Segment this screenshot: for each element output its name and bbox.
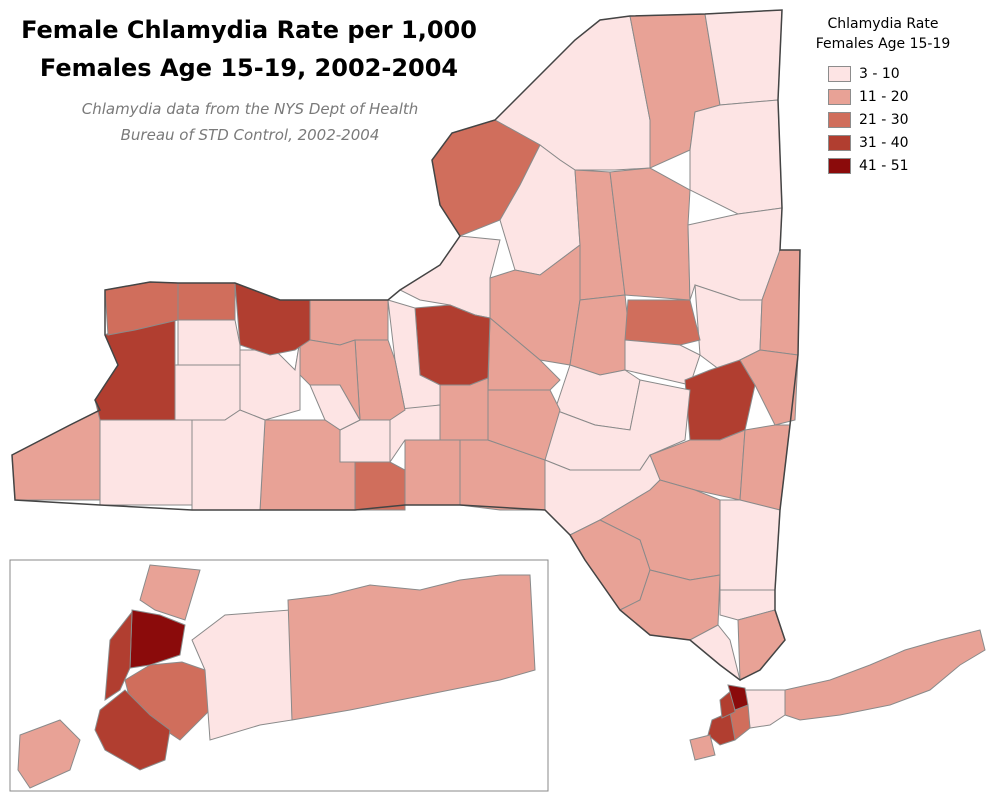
source-note-line-2: Bureau of STD Control, 2002-2004	[120, 126, 380, 144]
region-staten-island-inset	[17, 719, 81, 789]
state-outline	[11, 9, 801, 681]
legend-item: 31 - 40	[828, 131, 978, 154]
region-monroe	[234, 282, 311, 356]
legend-label: 31 - 40	[859, 134, 909, 151]
region-suffolk-inset	[287, 574, 536, 721]
legend-item: 41 - 51	[828, 154, 978, 177]
region-genesee	[177, 319, 241, 366]
region-bronx	[727, 684, 749, 711]
region-dutchess	[739, 424, 791, 511]
region-putnam-westchester-north	[719, 499, 781, 591]
long-island-main	[689, 629, 986, 761]
counties-layer	[11, 9, 801, 682]
region-erie	[94, 319, 176, 421]
region-westchester-inset	[139, 564, 201, 621]
region-nassau	[744, 689, 786, 729]
region-wyoming	[174, 364, 241, 421]
legend-item: 11 - 20	[828, 85, 978, 108]
region-tioga	[404, 439, 461, 506]
nyc-inset	[17, 564, 536, 789]
region-suffolk	[784, 629, 986, 721]
legend-item: 3 - 10	[828, 62, 978, 85]
legend-swatch	[828, 157, 851, 174]
legend-label: 11 - 20	[859, 88, 909, 105]
region-staten-island	[689, 734, 716, 761]
legend-label: 3 - 10	[859, 65, 900, 82]
region-essex	[689, 99, 783, 215]
region-chautauqua	[11, 409, 101, 501]
legend-swatch	[828, 134, 851, 151]
legend-items: 3 - 10 11 - 20 21 - 30 31 - 40 41 - 51	[828, 62, 978, 177]
region-allegany	[191, 409, 266, 511]
legend-title-line-2: Females Age 15-19	[815, 36, 951, 52]
legend-title-line-1: Chlamydia Rate	[827, 16, 939, 32]
source-note-line-1: Chlamydia data from the NYS Dept of Heal…	[81, 100, 419, 118]
region-nassau-inset	[191, 609, 293, 741]
region-herkimer	[569, 294, 631, 376]
region-brooklyn-inset	[94, 689, 171, 771]
region-columbia	[739, 349, 799, 426]
legend-item: 21 - 30	[828, 108, 978, 131]
region-montgomery	[624, 339, 701, 386]
region-cattaraugus	[99, 419, 193, 506]
region-orleans	[177, 282, 236, 321]
region-cortland	[439, 377, 489, 441]
map-title-line-2: Females Age 15-19, 2002-2004	[39, 54, 459, 82]
legend-label: 21 - 30	[859, 111, 909, 128]
map-title-line-1: Female Chlamydia Rate per 1,000	[21, 16, 477, 44]
region-chemung	[354, 461, 406, 511]
legend-swatch	[828, 65, 851, 82]
legend-swatch	[828, 88, 851, 105]
legend-label: 41 - 51	[859, 157, 909, 174]
region-schenectady	[624, 299, 701, 346]
region-manhattan-inset	[104, 610, 133, 701]
region-onondaga	[414, 304, 491, 386]
region-wayne	[309, 299, 389, 346]
region-albany	[684, 359, 756, 441]
legend-swatch	[828, 111, 851, 128]
legend: Chlamydia Rate Females Age 15-19 3 - 10 …	[788, 14, 978, 177]
